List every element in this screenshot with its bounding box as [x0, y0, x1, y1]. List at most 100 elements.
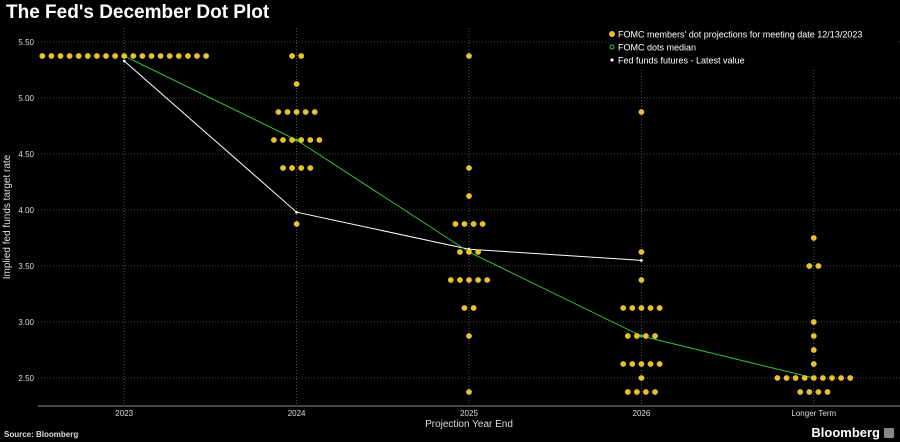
dot-point	[475, 277, 481, 283]
dot-point	[466, 193, 472, 199]
dot-point	[810, 319, 817, 325]
dot-point	[302, 109, 309, 115]
dot-point	[316, 137, 323, 143]
dot-point	[466, 165, 472, 171]
dot-point	[284, 109, 291, 115]
dot-point	[194, 53, 200, 59]
dot-point	[638, 305, 645, 311]
legend-futures-marker	[610, 58, 614, 62]
dot-point	[203, 53, 210, 59]
dot-point	[452, 221, 459, 227]
y-tick-label: 2.50	[18, 374, 34, 383]
dot-point	[652, 389, 658, 395]
y-tick-label: 4.00	[18, 206, 34, 215]
dot-point	[75, 53, 82, 59]
dot-point	[470, 221, 477, 227]
dot-point	[48, 53, 55, 59]
dot-point	[824, 389, 831, 395]
dot-point	[466, 277, 472, 283]
dot-point	[810, 347, 817, 353]
dot-point	[810, 235, 817, 241]
dot-point	[815, 263, 822, 269]
dot-point	[838, 375, 844, 381]
dot-point	[652, 333, 658, 339]
dot-point	[810, 333, 817, 339]
axes: 2.50 3.00 3.50 4.00 4.50 5.00 5.50 2023 2024 2025…	[2, 38, 900, 430]
dot-point	[121, 53, 128, 59]
dot-point	[166, 53, 173, 59]
dot-point	[810, 375, 817, 381]
dot-point	[638, 277, 645, 283]
dot-point	[112, 53, 118, 59]
dot-point	[84, 53, 91, 59]
dot-point	[656, 361, 663, 367]
dot-point	[484, 277, 491, 283]
y-tick-label: 4.50	[18, 150, 34, 159]
dot-point	[280, 137, 286, 143]
dot-point	[457, 277, 463, 283]
dot-point	[311, 109, 318, 115]
dot-point	[810, 361, 817, 367]
dot-point	[797, 389, 804, 395]
dot-point	[289, 53, 295, 59]
dot-point	[280, 165, 286, 171]
dot-point	[774, 375, 781, 381]
x-tick-label: 2024	[288, 409, 306, 418]
dot-point	[461, 305, 468, 311]
dot-point	[175, 53, 182, 59]
dot-point	[466, 333, 472, 339]
dot-point	[647, 305, 654, 311]
dot-point	[293, 221, 300, 227]
dot-point	[289, 165, 295, 171]
dot-point	[847, 375, 854, 381]
y-tick-label: 3.00	[18, 318, 34, 327]
dot-point	[638, 249, 645, 255]
dot-point	[307, 137, 314, 143]
dot-point	[792, 375, 799, 381]
y-tick-label: 5.00	[18, 94, 34, 103]
dot-point	[801, 375, 808, 381]
dot-point	[820, 375, 826, 381]
dot-point	[634, 333, 640, 339]
dot-point	[638, 361, 645, 367]
page-title: The Fed's December Dot Plot	[6, 2, 270, 23]
dot-point	[461, 221, 468, 227]
dot-point	[289, 137, 295, 143]
dot-point	[307, 165, 314, 171]
dot-point	[293, 109, 300, 115]
dot-projections	[39, 53, 854, 395]
x-axis-title: Projection Year End	[425, 419, 513, 430]
dot-point	[475, 249, 481, 255]
dot-point	[634, 389, 640, 395]
dot-point	[806, 389, 813, 395]
y-tick-label: 3.50	[18, 262, 34, 271]
x-tick-label: 2026	[633, 409, 651, 418]
dot-point	[466, 389, 472, 395]
y-axis-title: Implied fed funds target rate	[2, 154, 13, 279]
dot-point	[457, 249, 463, 255]
dot-point	[643, 389, 649, 395]
futures-point	[122, 59, 126, 63]
dot-point	[620, 305, 627, 311]
x-tick-label: 2025	[460, 409, 478, 418]
futures-line	[123, 60, 642, 261]
brand-logo: Bloomberg	[811, 425, 894, 440]
dot-point	[94, 53, 100, 59]
legend-dot-marker	[609, 31, 615, 37]
futures-point	[640, 259, 643, 262]
source-note: Source: Bloomberg	[4, 430, 79, 439]
futures-point	[295, 210, 298, 214]
dot-point	[298, 53, 305, 59]
dot-point	[638, 109, 645, 115]
dot-point	[148, 53, 155, 59]
dot-point	[620, 361, 627, 367]
x-tick-label: Longer Term	[791, 409, 836, 418]
y-tick-label: 5.50	[18, 38, 34, 47]
dot-point	[656, 305, 663, 311]
dot-point	[470, 305, 477, 311]
legend-median-marker	[609, 44, 615, 50]
dot-point	[271, 137, 277, 143]
dot-point	[447, 277, 454, 283]
median-point	[639, 334, 644, 338]
dot-point	[103, 53, 109, 59]
